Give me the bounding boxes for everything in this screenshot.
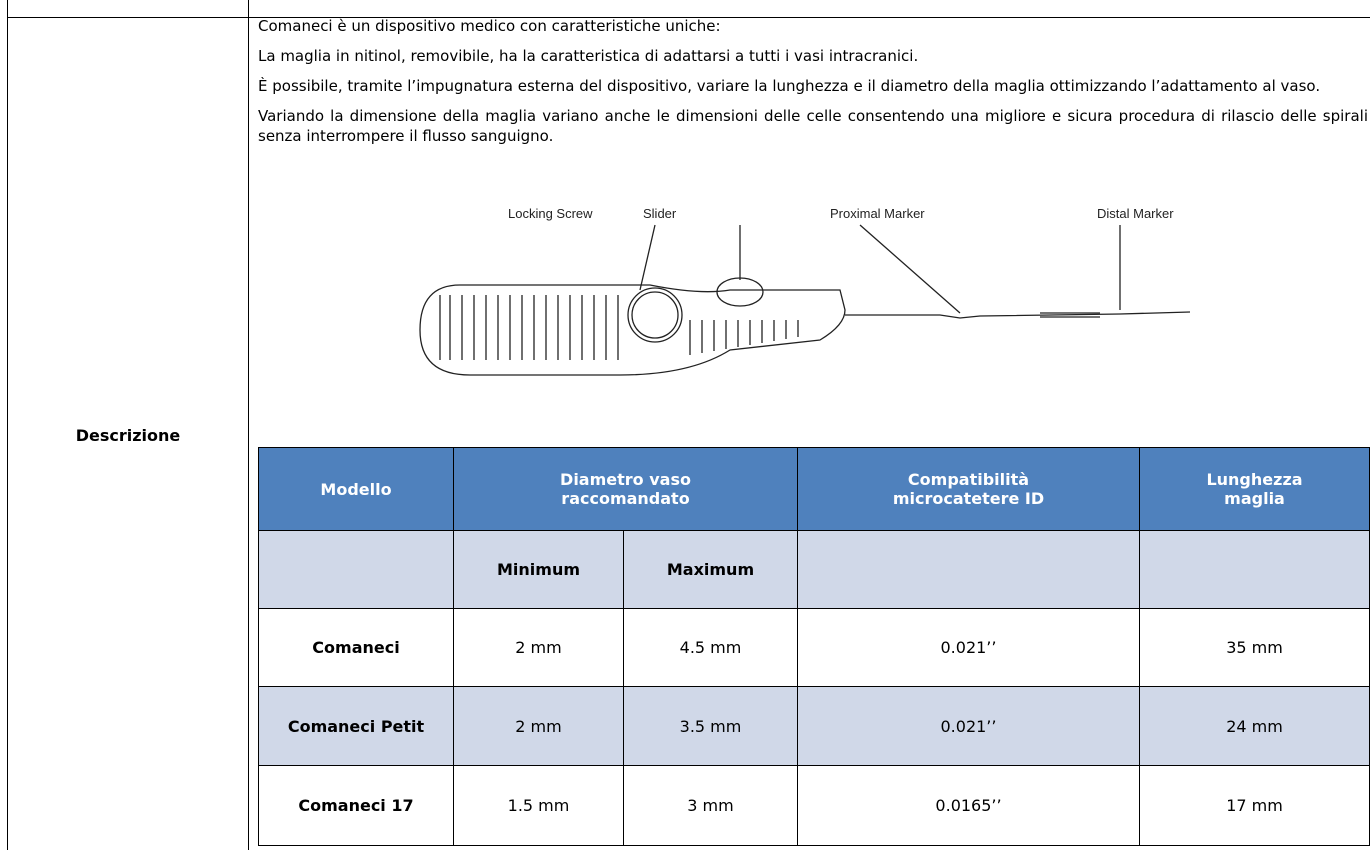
cell: 0.021’’ <box>797 608 1140 687</box>
paragraph: La maglia in nitinol, removibile, ha la … <box>258 47 919 65</box>
paragraph: Variando la dimensione della maglia vari… <box>258 107 1368 145</box>
cell: 24 mm <box>1139 686 1370 766</box>
figure-label: Slider <box>643 206 677 221</box>
model-cell: Comaneci <box>258 608 454 687</box>
cell: 3.5 mm <box>623 686 798 766</box>
subheader-cell: Maximum <box>623 530 798 609</box>
data-row: Comaneci 17 1.5 mm 3 mm 0.0165’’ 17 mm <box>258 765 1370 846</box>
subheader-cell: Minimum <box>453 530 624 609</box>
cell: 17 mm <box>1139 765 1370 846</box>
figure-label: Proximal Marker <box>830 206 925 221</box>
header-cell: Modello <box>258 447 454 531</box>
header-cell: Compatibilità microcatetere ID <box>797 447 1140 531</box>
data-row: Comaneci 2 mm 4.5 mm 0.021’’ 35 mm <box>258 608 1370 687</box>
rule <box>7 17 1370 18</box>
spec-table: Modello Diametro vaso raccomandato Compa… <box>258 447 1370 846</box>
cell: 1.5 mm <box>453 765 624 846</box>
data-row: Comaneci Petit 2 mm 3.5 mm 0.021’’ 24 mm <box>258 686 1370 766</box>
model-cell: Comaneci 17 <box>258 765 454 846</box>
cell: 3 mm <box>623 765 798 846</box>
header-cell: Diametro vaso raccomandato <box>453 447 798 531</box>
section-label: Descrizione <box>75 426 181 445</box>
cell: 0.0165’’ <box>797 765 1140 846</box>
figure-label: Distal Marker <box>1097 206 1174 221</box>
paragraph: È possibile, tramite l’impugnatura ester… <box>258 77 1321 95</box>
device-drawing <box>419 224 1191 376</box>
cell: 2 mm <box>453 686 624 766</box>
device-figure: Locking Screw Slider Proximal Marker Dis… <box>419 206 1191 376</box>
subheader-row: Minimum Maximum <box>258 530 1370 609</box>
cell: 35 mm <box>1139 608 1370 687</box>
cell: 4.5 mm <box>623 608 798 687</box>
model-cell: Comaneci Petit <box>258 686 454 766</box>
figure-label: Locking Screw <box>508 206 593 221</box>
cell: 0.021’’ <box>797 686 1140 766</box>
cell <box>258 530 454 609</box>
header-row: Modello Diametro vaso raccomandato Compa… <box>258 447 1370 531</box>
rule <box>7 0 8 850</box>
cell: 2 mm <box>453 608 624 687</box>
rule <box>248 0 249 850</box>
cell <box>1139 530 1370 609</box>
header-cell: Lunghezza maglia <box>1139 447 1370 531</box>
cell <box>797 530 1140 609</box>
description: Comaneci è un dispositivo medico con car… <box>258 16 1368 156</box>
paragraph: Comaneci è un dispositivo medico con car… <box>258 17 721 35</box>
